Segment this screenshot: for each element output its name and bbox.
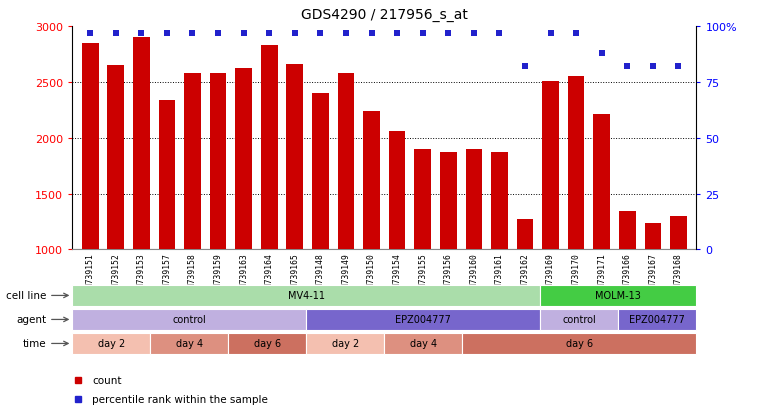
Bar bbox=[540, 309, 619, 330]
Text: control: control bbox=[562, 315, 596, 325]
Bar bbox=[440, 153, 457, 250]
Text: day 4: day 4 bbox=[409, 339, 437, 349]
Bar bbox=[158, 100, 175, 250]
Bar bbox=[568, 77, 584, 250]
Text: time: time bbox=[23, 339, 46, 349]
Bar bbox=[619, 212, 635, 250]
Point bbox=[237, 30, 250, 37]
Text: percentile rank within the sample: percentile rank within the sample bbox=[92, 394, 268, 404]
Point bbox=[442, 30, 454, 37]
Point bbox=[263, 30, 275, 37]
Text: EPZ004777: EPZ004777 bbox=[629, 315, 685, 325]
Bar bbox=[670, 216, 686, 250]
Point bbox=[288, 30, 301, 37]
Point bbox=[468, 30, 480, 37]
Text: count: count bbox=[92, 375, 122, 385]
Bar bbox=[72, 309, 306, 330]
Bar bbox=[107, 66, 124, 250]
Text: MV4-11: MV4-11 bbox=[288, 291, 325, 301]
Bar bbox=[235, 69, 252, 250]
Point bbox=[391, 30, 403, 37]
Bar bbox=[491, 153, 508, 250]
Text: GDS4290 / 217956_s_at: GDS4290 / 217956_s_at bbox=[301, 8, 468, 22]
Bar bbox=[543, 81, 559, 250]
Point bbox=[493, 30, 505, 37]
Bar bbox=[517, 220, 533, 250]
Text: cell line: cell line bbox=[6, 291, 46, 301]
Bar bbox=[133, 38, 150, 250]
Text: day 6: day 6 bbox=[565, 339, 593, 349]
Point bbox=[365, 30, 377, 37]
Text: agent: agent bbox=[16, 315, 46, 325]
Point bbox=[672, 64, 684, 70]
Point bbox=[416, 30, 428, 37]
Point bbox=[186, 30, 199, 37]
Bar bbox=[82, 43, 98, 250]
Text: control: control bbox=[173, 315, 206, 325]
Point bbox=[135, 30, 148, 37]
Point bbox=[110, 30, 122, 37]
Bar bbox=[594, 115, 610, 250]
Point bbox=[544, 30, 556, 37]
Bar bbox=[619, 309, 696, 330]
Bar bbox=[312, 94, 329, 250]
Point bbox=[596, 50, 608, 57]
Bar bbox=[184, 74, 201, 250]
Bar bbox=[261, 46, 278, 250]
Text: EPZ004777: EPZ004777 bbox=[396, 315, 451, 325]
Bar bbox=[645, 223, 661, 250]
Bar bbox=[72, 333, 151, 354]
Point bbox=[570, 30, 582, 37]
Point bbox=[84, 30, 97, 37]
Text: day 4: day 4 bbox=[176, 339, 203, 349]
Bar bbox=[151, 333, 228, 354]
Text: day 2: day 2 bbox=[332, 339, 359, 349]
Bar bbox=[306, 309, 540, 330]
Bar bbox=[306, 333, 384, 354]
Point bbox=[161, 30, 173, 37]
Point bbox=[519, 64, 531, 70]
Bar bbox=[389, 132, 406, 250]
Text: MOLM-13: MOLM-13 bbox=[595, 291, 642, 301]
Bar bbox=[384, 333, 463, 354]
Bar bbox=[210, 74, 226, 250]
Bar bbox=[414, 150, 431, 250]
Bar bbox=[363, 112, 380, 250]
Point bbox=[314, 30, 326, 37]
Text: day 6: day 6 bbox=[253, 339, 281, 349]
Point bbox=[212, 30, 224, 37]
Text: day 2: day 2 bbox=[97, 339, 125, 349]
Bar bbox=[466, 150, 482, 250]
Bar bbox=[228, 333, 306, 354]
Point bbox=[340, 30, 352, 37]
Bar bbox=[540, 285, 696, 306]
Bar bbox=[72, 285, 540, 306]
Bar bbox=[463, 333, 696, 354]
Bar bbox=[338, 74, 355, 250]
Bar bbox=[286, 65, 303, 250]
Point bbox=[647, 64, 659, 70]
Point bbox=[621, 64, 633, 70]
